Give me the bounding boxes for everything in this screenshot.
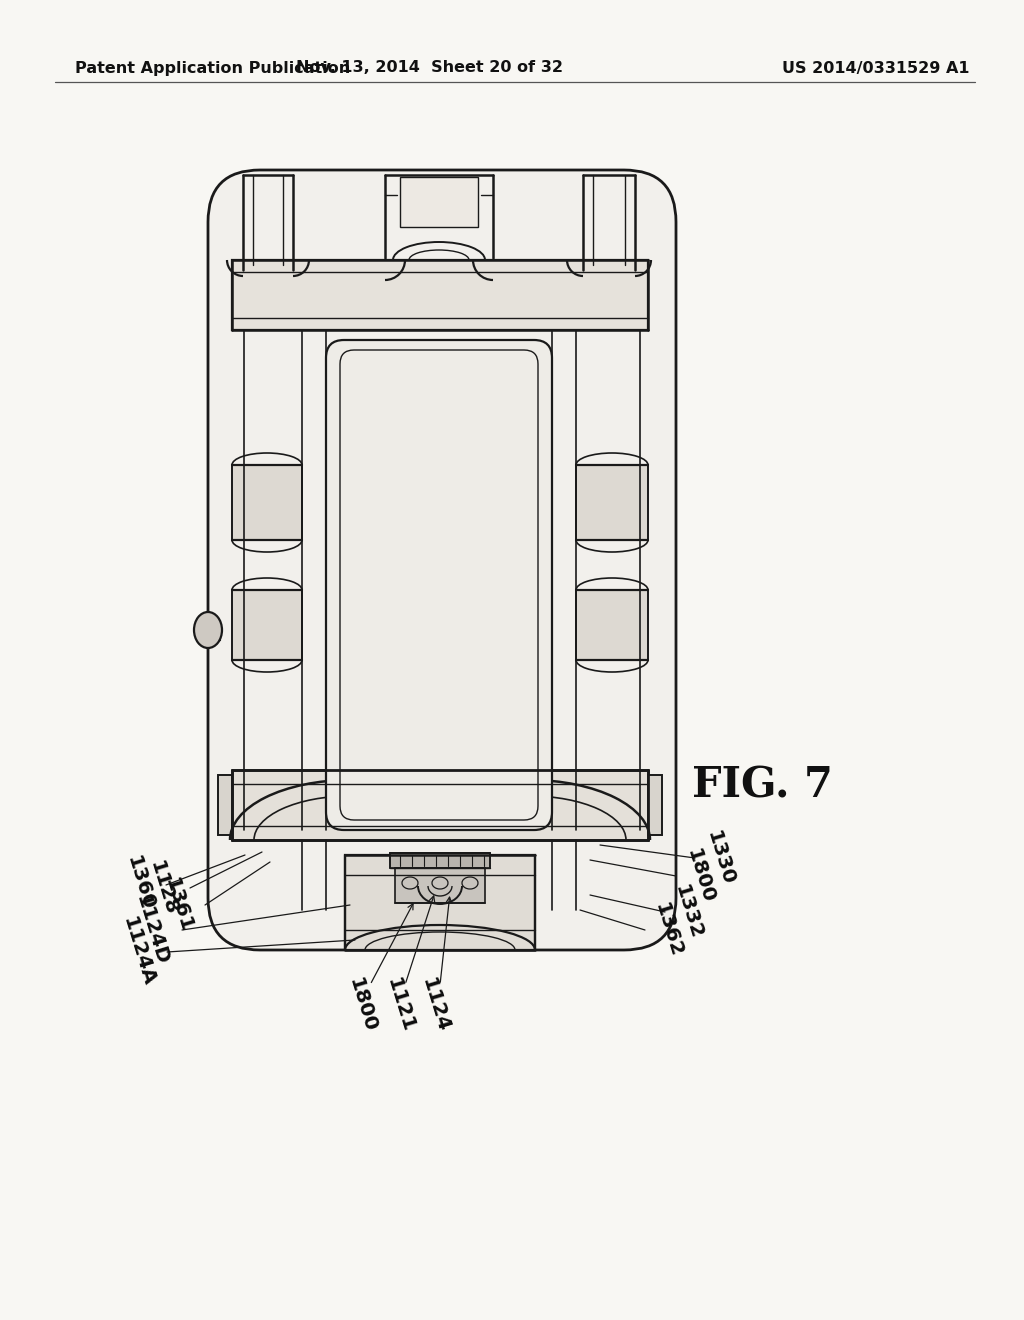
Text: Patent Application Publication: Patent Application Publication xyxy=(75,61,350,75)
Polygon shape xyxy=(575,590,648,660)
Bar xyxy=(400,177,478,227)
Text: 1124: 1124 xyxy=(418,975,453,1035)
Text: 1124A: 1124A xyxy=(119,915,158,989)
Polygon shape xyxy=(395,869,485,903)
FancyBboxPatch shape xyxy=(208,170,676,950)
Text: 1124D: 1124D xyxy=(132,892,172,968)
Text: 1361: 1361 xyxy=(161,875,196,935)
Text: US 2014/0331529 A1: US 2014/0331529 A1 xyxy=(782,61,970,75)
Polygon shape xyxy=(232,260,648,330)
Text: FIG. 7: FIG. 7 xyxy=(692,764,834,807)
Text: 1128: 1128 xyxy=(145,858,180,917)
Text: 1332: 1332 xyxy=(671,883,706,941)
FancyBboxPatch shape xyxy=(326,341,552,830)
Text: 1121: 1121 xyxy=(383,975,417,1035)
Polygon shape xyxy=(232,465,302,540)
Polygon shape xyxy=(232,590,302,660)
Polygon shape xyxy=(218,775,232,836)
Polygon shape xyxy=(390,853,490,869)
Polygon shape xyxy=(232,770,648,840)
Text: 1360: 1360 xyxy=(123,854,158,912)
Polygon shape xyxy=(345,855,535,950)
Text: Nov. 13, 2014  Sheet 20 of 32: Nov. 13, 2014 Sheet 20 of 32 xyxy=(297,61,563,75)
Text: 1362: 1362 xyxy=(650,900,685,960)
Text: 1800: 1800 xyxy=(345,975,379,1035)
Polygon shape xyxy=(575,465,648,540)
Text: 1330: 1330 xyxy=(702,829,737,887)
Ellipse shape xyxy=(194,612,222,648)
Text: 1800: 1800 xyxy=(683,846,717,906)
Polygon shape xyxy=(648,775,662,836)
